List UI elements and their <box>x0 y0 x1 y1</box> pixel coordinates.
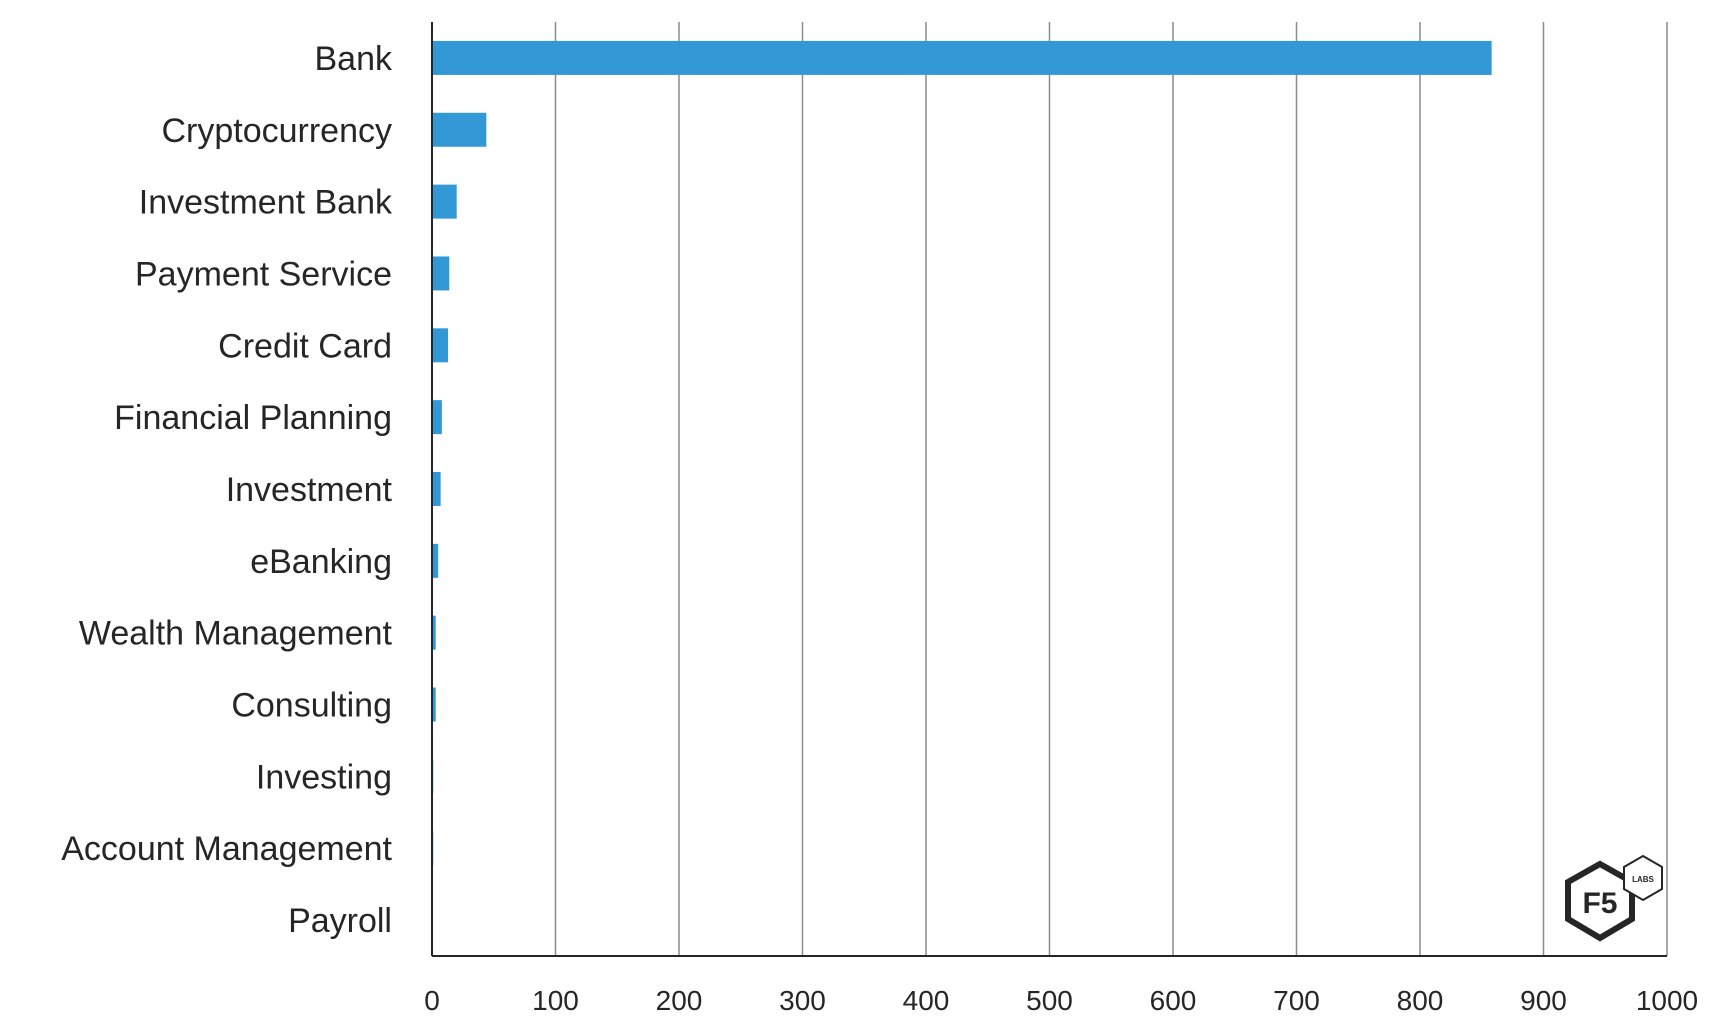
logo-main-text: F5 <box>1582 887 1617 920</box>
x-tick-labels: 0 100 200 300 400 500 600 700 800 900 1000 <box>424 985 1698 1016</box>
bar <box>432 256 450 291</box>
axis-layer <box>431 22 1667 957</box>
category-label: Investment Bank <box>139 184 393 222</box>
x-tick-label: 300 <box>779 985 826 1016</box>
f5-labs-logo: F5 LABS <box>1565 854 1663 942</box>
category-label: Cryptocurrency <box>161 112 392 150</box>
x-tick-label: 800 <box>1397 985 1444 1016</box>
bar <box>432 615 436 650</box>
x-tick-label: 400 <box>903 985 950 1016</box>
x-tick-label: 100 <box>532 985 579 1016</box>
category-label: Investing <box>256 758 392 796</box>
bar-layer <box>432 40 1492 866</box>
x-tick-label: 1000 <box>1636 985 1698 1016</box>
category-label: Credit Card <box>218 327 392 365</box>
grid-layer <box>554 22 1668 956</box>
category-label: Payment Service <box>135 255 392 293</box>
category-labels: Bank Cryptocurrency Investment Bank Payment… <box>61 40 393 940</box>
bar <box>432 543 439 578</box>
category-label: Wealth Management <box>79 615 393 653</box>
category-label: Payroll <box>288 902 392 940</box>
x-tick-label: 700 <box>1273 985 1320 1016</box>
x-tick-label: 900 <box>1520 985 1567 1016</box>
logo-hexagon-small <box>1623 854 1663 902</box>
bar <box>432 328 449 363</box>
category-label: Financial Planning <box>114 399 392 437</box>
logo-sub-text: LABS <box>1632 875 1654 884</box>
bar <box>432 184 457 219</box>
category-label: Account Management <box>61 830 392 868</box>
x-tick-label: 500 <box>1026 985 1073 1016</box>
bar <box>432 687 436 722</box>
category-label: Consulting <box>231 687 392 725</box>
bar <box>432 472 441 506</box>
bar <box>432 112 487 147</box>
bar <box>432 40 1492 75</box>
category-label: Investment <box>226 471 393 509</box>
x-tick-label: 200 <box>656 985 703 1016</box>
bar <box>432 400 442 435</box>
category-label: Bank <box>315 40 393 78</box>
category-label: eBanking <box>250 543 392 581</box>
x-tick-label: 600 <box>1150 985 1197 1016</box>
x-tick-label: 0 <box>424 985 440 1016</box>
